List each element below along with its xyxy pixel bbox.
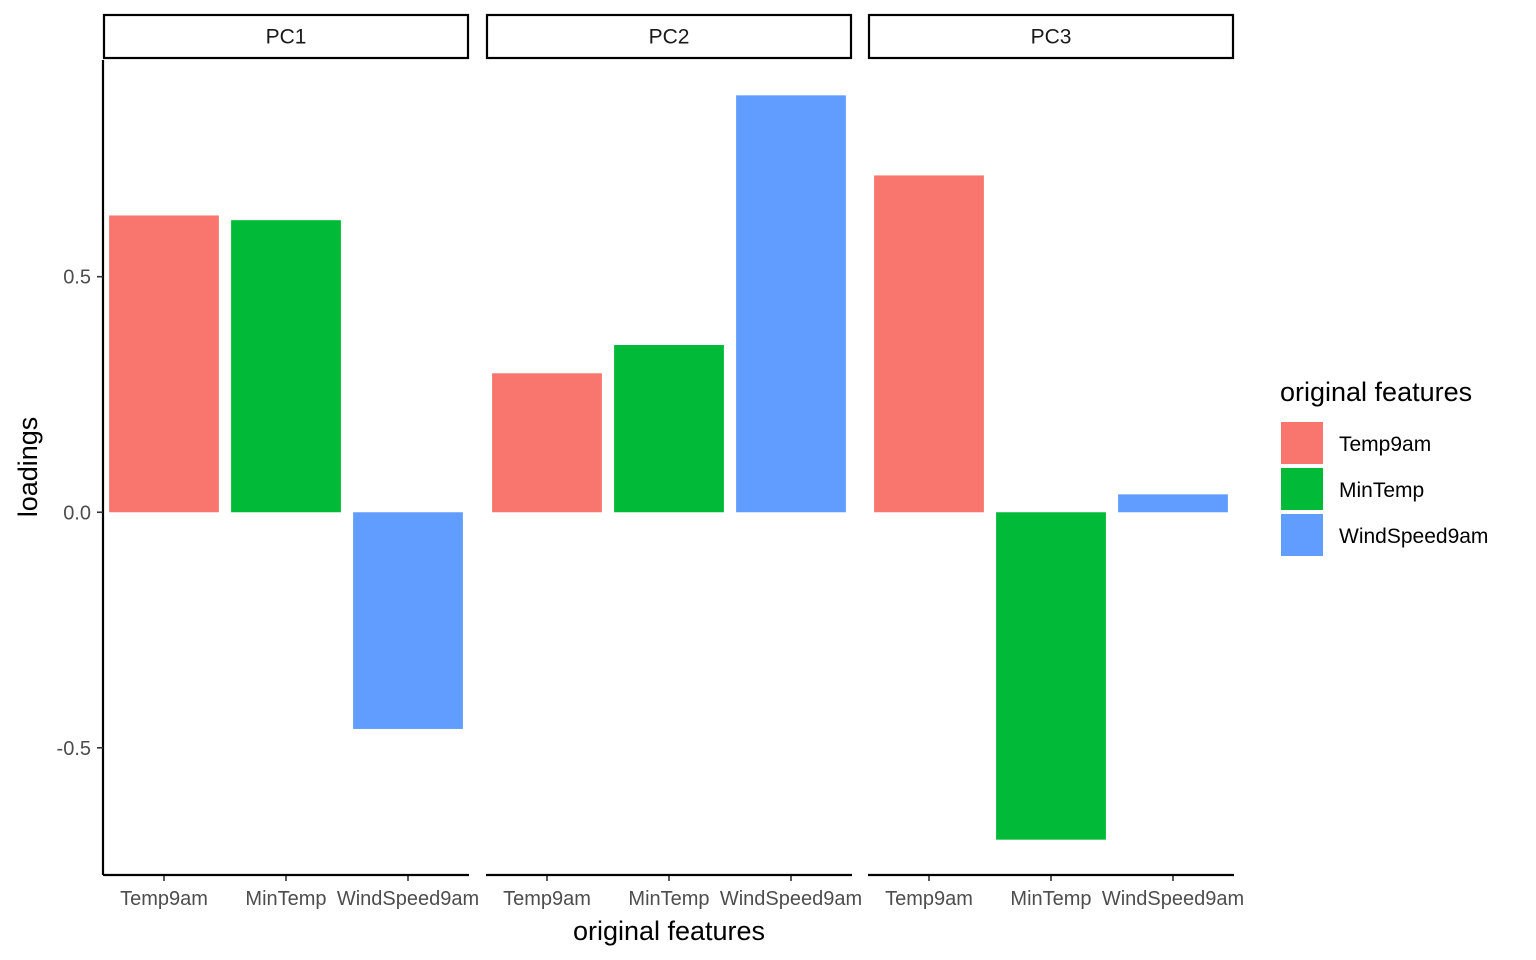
bar-pc1-temp9am — [109, 215, 219, 513]
legend-label: MinTemp — [1339, 479, 1424, 502]
x-tick-label: WindSpeed9am — [337, 888, 479, 910]
bar-pc2-mintemp — [614, 345, 724, 513]
x-tick-label: MinTemp — [245, 888, 326, 910]
legend-key-temp9am — [1281, 422, 1323, 464]
legend-key-mintemp — [1281, 468, 1323, 510]
facet-panel-pc3: PC3 Temp9am MinTemp WindSpeed9am — [867, 13, 1244, 910]
legend-label: WindSpeed9am — [1339, 525, 1488, 548]
x-tick-label: Temp9am — [120, 888, 208, 910]
legend: original features Temp9am MinTemp WindSpee… — [1280, 377, 1488, 556]
bar-pc1-mintemp — [231, 220, 341, 513]
facet-strip — [867, 13, 1235, 60]
x-tick-label: WindSpeed9am — [1102, 888, 1244, 910]
x-tick-label: Temp9am — [885, 888, 973, 910]
y-tick-label: 0.0 — [63, 502, 91, 524]
facet-strip-label: PC3 — [1031, 26, 1072, 49]
facet-strip-label: PC2 — [649, 26, 690, 49]
facet-strip-label: PC1 — [266, 26, 307, 49]
x-tick-label: MinTemp — [1010, 888, 1091, 910]
legend-title: original features — [1280, 377, 1472, 407]
y-axis: -0.5 0.0 0.5 — [57, 60, 105, 875]
legend-key-windspeed9am — [1281, 514, 1323, 556]
bar-pc2-windspeed9am — [736, 95, 846, 513]
x-tick-label: MinTemp — [628, 888, 709, 910]
legend-label: Temp9am — [1339, 433, 1431, 456]
x-tick-label: WindSpeed9am — [720, 888, 862, 910]
y-tick-label: -0.5 — [57, 738, 91, 760]
facet-strip — [102, 13, 470, 60]
bar-pc2-temp9am — [492, 373, 602, 513]
facet-panels: PC1 Temp9am MinTemp WindSpeed9am PC2 Temp9am M… — [102, 13, 1244, 910]
y-tick-label: 0.5 — [63, 267, 91, 289]
bar-pc3-temp9am — [874, 175, 984, 513]
facet-strip — [485, 13, 853, 60]
facet-panel-pc2: PC2 Temp9am MinTemp WindSpeed9am — [485, 13, 862, 910]
y-axis-title: loadings — [13, 417, 43, 518]
x-axis-title: original features — [573, 916, 765, 946]
x-tick-label: Temp9am — [503, 888, 591, 910]
bar-pc1-windspeed9am — [353, 512, 463, 729]
bar-pc3-windspeed9am — [1118, 494, 1228, 513]
bar-pc3-mintemp — [996, 512, 1106, 840]
facet-panel-pc1: PC1 Temp9am MinTemp WindSpeed9am — [102, 13, 479, 910]
